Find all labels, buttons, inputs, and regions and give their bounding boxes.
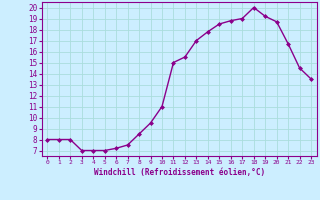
X-axis label: Windchill (Refroidissement éolien,°C): Windchill (Refroidissement éolien,°C) bbox=[94, 168, 265, 177]
